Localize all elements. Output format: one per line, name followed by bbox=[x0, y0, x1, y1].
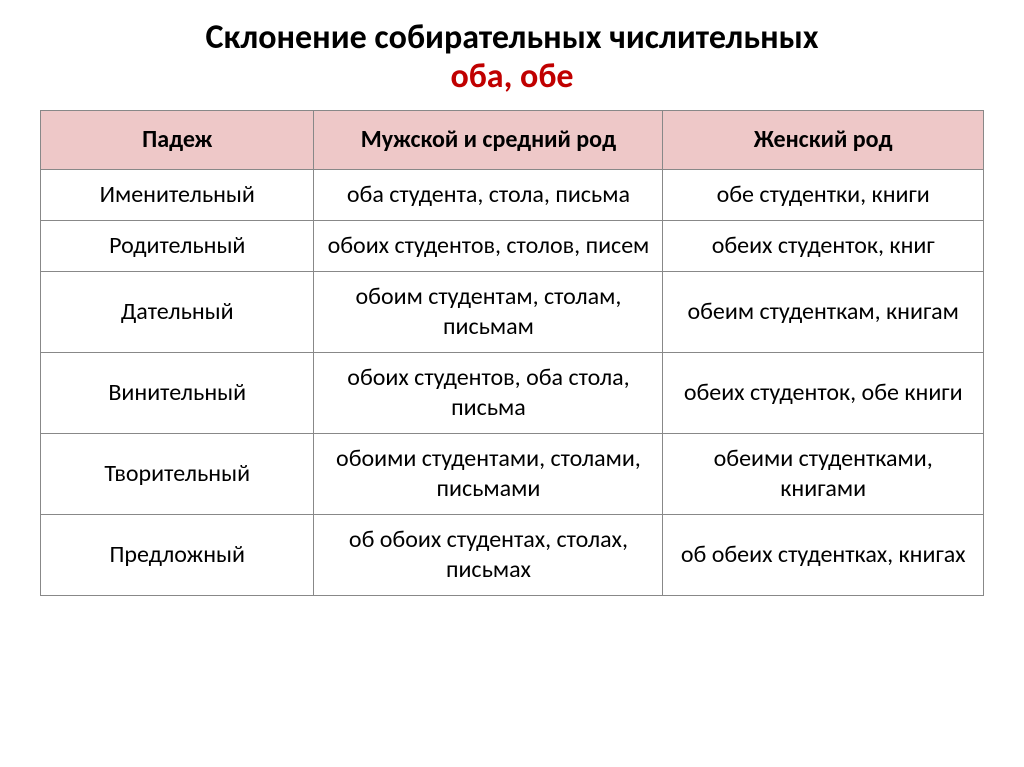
table-row: Именительный оба студента, стола, письма… bbox=[41, 170, 984, 221]
title-block: Склонение собирательных числительных оба… bbox=[40, 18, 984, 96]
cell-case: Винительный bbox=[41, 353, 314, 434]
page-title: Склонение собирательных числительных bbox=[40, 18, 984, 57]
cell-masc-neut: оба студента, стола, письма bbox=[314, 170, 663, 221]
cell-fem: обеим студенткам, книгам bbox=[663, 272, 984, 353]
page-subtitle: оба, обе bbox=[40, 57, 984, 96]
cell-case: Творительный bbox=[41, 434, 314, 515]
cell-fem: обеими студентками, книгами bbox=[663, 434, 984, 515]
cell-case: Дательный bbox=[41, 272, 314, 353]
table-row: Винительный обоих студентов, оба стола, … bbox=[41, 353, 984, 434]
table-row: Дательный обоим студентам, столам, письм… bbox=[41, 272, 984, 353]
cell-masc-neut: об обоих студентах, столах, письмах bbox=[314, 515, 663, 596]
cell-case: Именительный bbox=[41, 170, 314, 221]
cell-fem: обеих студенток, обе книги bbox=[663, 353, 984, 434]
col-header-fem: Женский род bbox=[663, 111, 984, 170]
col-header-masc-neut: Мужской и средний род bbox=[314, 111, 663, 170]
cell-fem: обеих студенток, книг bbox=[663, 221, 984, 272]
cell-masc-neut: обоих студентов, оба стола, письма bbox=[314, 353, 663, 434]
cell-fem: об обеих студентках, книгах bbox=[663, 515, 984, 596]
slide: Склонение собирательных числительных оба… bbox=[0, 0, 1024, 596]
declension-table: Падеж Мужской и средний род Женский род … bbox=[40, 110, 984, 596]
cell-masc-neut: обоими студентами, столами, письмами bbox=[314, 434, 663, 515]
cell-fem: обе студентки, книги bbox=[663, 170, 984, 221]
table-row: Творительный обоими студентами, столами,… bbox=[41, 434, 984, 515]
col-header-case: Падеж bbox=[41, 111, 314, 170]
table-row: Родительный обоих студентов, столов, пис… bbox=[41, 221, 984, 272]
cell-case: Предложный bbox=[41, 515, 314, 596]
cell-case: Родительный bbox=[41, 221, 314, 272]
cell-masc-neut: обоих студентов, столов, писем bbox=[314, 221, 663, 272]
cell-masc-neut: обоим студентам, столам, письмам bbox=[314, 272, 663, 353]
table-row: Предложный об обоих студентах, столах, п… bbox=[41, 515, 984, 596]
table-header-row: Падеж Мужской и средний род Женский род bbox=[41, 111, 984, 170]
